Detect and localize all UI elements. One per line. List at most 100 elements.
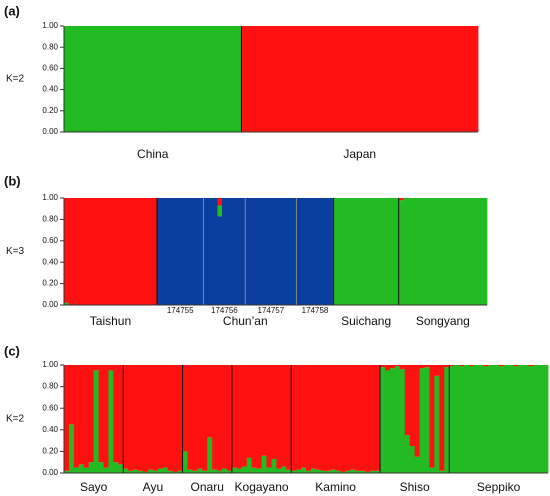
admixture-segment <box>330 469 337 473</box>
admixture-segment <box>231 467 238 473</box>
admixture-segment <box>360 470 366 473</box>
admixture-segment <box>64 302 70 305</box>
admixture-segment <box>394 366 401 473</box>
admixture-segment <box>528 366 534 473</box>
admixture-segment <box>263 198 269 305</box>
admixture-segment <box>246 365 253 458</box>
admixture-segment <box>73 467 80 473</box>
admixture-segment <box>128 470 134 473</box>
admixture-segment <box>380 198 386 305</box>
admixture-segment <box>291 365 297 471</box>
admixture-segment <box>251 467 258 473</box>
admixture-segment <box>212 198 218 305</box>
admixture-segment <box>419 365 425 369</box>
y-axis-label: K=2 <box>6 74 25 85</box>
admixture-segment <box>459 365 465 367</box>
admixture-segment <box>296 198 302 305</box>
admixture-segment <box>330 365 337 470</box>
admixture-segment <box>398 198 404 201</box>
admixture-segment <box>403 198 409 305</box>
admixture-segment <box>429 467 435 473</box>
admixture-segment <box>424 365 430 368</box>
admixture-segment <box>306 365 312 471</box>
admixture-segment <box>202 365 208 471</box>
y-tick-label: 1.00 <box>42 193 58 202</box>
admixture-segment <box>142 26 163 132</box>
admixture-segment <box>399 26 420 132</box>
admixture-segment <box>249 198 255 305</box>
admixture-segment <box>115 198 121 305</box>
admixture-segment <box>172 471 178 473</box>
admixture-segment <box>182 451 188 473</box>
admixture-segment <box>87 198 93 305</box>
admixture-segment <box>96 198 102 305</box>
admixture-segment <box>156 198 163 305</box>
admixture-segment <box>508 365 514 473</box>
admixture-segment <box>458 26 479 132</box>
admixture-segment <box>133 198 139 305</box>
admixture-segment <box>226 470 233 473</box>
y-tick-label: 0.80 <box>42 42 58 51</box>
admixture-segment <box>259 198 265 305</box>
admixture-segment <box>325 470 332 473</box>
group-label: Suichang <box>341 314 391 328</box>
admixture-segment <box>454 365 460 473</box>
admixture-segment <box>83 26 104 132</box>
admixture-segment <box>88 365 95 463</box>
admixture-segment <box>226 198 232 305</box>
admixture-segment <box>399 365 406 370</box>
admixture-segment <box>287 198 293 305</box>
admixture-segment <box>328 198 335 305</box>
admixture-segment <box>482 198 488 305</box>
admixture-segment <box>315 365 322 470</box>
admixture-segment <box>147 198 153 305</box>
admixture-segment <box>445 198 451 305</box>
admixture-segment <box>350 365 356 470</box>
admixture-segment <box>468 198 474 305</box>
admixture-segment <box>203 198 209 305</box>
admixture-segment <box>347 198 353 305</box>
admixture-segment <box>468 365 475 367</box>
admixture-segment <box>280 26 301 132</box>
admixture-segment <box>123 26 144 132</box>
admixture-segment <box>170 198 176 305</box>
group-label: Songyang <box>416 314 470 328</box>
admixture-segment <box>359 26 380 132</box>
admixture-segment <box>147 469 154 473</box>
admixture-segment <box>286 469 292 473</box>
admixture-segment <box>88 462 95 473</box>
admixture-segment <box>68 424 75 473</box>
group-label: Ayu <box>143 480 163 494</box>
admixture-segment <box>276 468 282 473</box>
admixture-segment <box>138 365 144 471</box>
admixture-segment <box>533 365 539 473</box>
admixture-segment <box>365 365 371 472</box>
y-tick-label: 0.40 <box>42 257 58 266</box>
admixture-segment <box>118 464 124 473</box>
admixture-segment <box>315 469 322 473</box>
admixture-segment <box>217 216 223 305</box>
admixture-segment <box>98 365 104 463</box>
admixture-segment <box>167 470 174 473</box>
admixture-segment <box>103 467 109 473</box>
admixture-segment <box>93 365 99 371</box>
admixture-segment <box>355 365 361 471</box>
admixture-segment <box>296 469 302 473</box>
admixture-segment <box>345 470 351 473</box>
admixture-segment <box>222 198 228 305</box>
admixture-segment <box>296 365 302 470</box>
admixture-segment <box>370 198 376 305</box>
admixture-segment <box>241 365 248 467</box>
admixture-segment <box>424 367 430 473</box>
admixture-segment <box>454 198 460 305</box>
admixture-segment <box>310 365 317 469</box>
admixture-segment <box>152 198 158 305</box>
panel-label: (a) <box>4 3 20 18</box>
admixture-segment <box>370 365 376 471</box>
admixture-segment <box>194 198 200 305</box>
admixture-segment <box>459 366 465 473</box>
admixture-segment <box>119 198 125 305</box>
admixture-segment <box>187 365 193 470</box>
